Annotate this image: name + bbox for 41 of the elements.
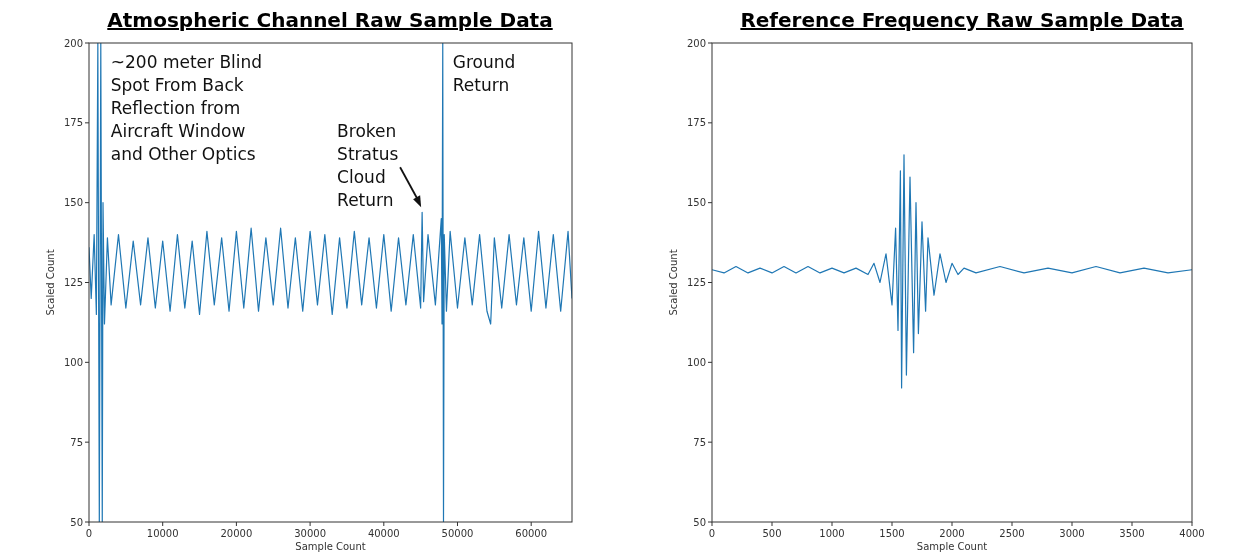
x-tick-label: 1500 (879, 528, 905, 539)
annotation: Broken Stratus Cloud Return (337, 121, 399, 211)
x-tick-label: 3000 (1059, 528, 1085, 539)
line-series (89, 43, 572, 522)
x-tick-label: 1000 (819, 528, 845, 539)
y-tick-label: 175 (63, 117, 83, 129)
y-axis-title: Scaled Count (668, 249, 679, 316)
y-tick-label: 200 (63, 37, 83, 49)
chart-title: Atmospheric Channel Raw Sample Data (107, 8, 553, 32)
y-axis-title: Scaled Count (45, 249, 56, 316)
y-tick-label: 50 (693, 516, 706, 528)
x-tick-label: 10000 (146, 528, 179, 539)
y-tick-label: 125 (63, 277, 83, 288)
x-tick-label: 60000 (515, 528, 548, 539)
x-tick-label: 40000 (367, 528, 400, 539)
y-tick-label: 150 (686, 197, 706, 209)
y-tick-label: 50 (70, 516, 83, 528)
y-tick-label: 100 (63, 356, 83, 368)
x-tick-label: 50000 (441, 528, 474, 539)
x-axis-title: Sample Count (916, 541, 988, 552)
y-tick-label: 75 (70, 436, 83, 448)
x-tick-label: 3500 (1119, 528, 1145, 539)
y-tick-label: 200 (686, 37, 706, 49)
line-series (712, 154, 1192, 389)
annotation: ~200 meter Blind Spot From Back Reflection from Aircraft Window and Other Optics (110, 52, 263, 164)
annotation: Ground Return (452, 52, 516, 95)
x-tick-label: 20000 (220, 528, 253, 539)
y-tick-label: 175 (686, 117, 706, 129)
y-tick-label: 75 (693, 436, 706, 448)
x-tick-label: 30000 (294, 528, 327, 539)
chart-title: Reference Frequency Raw Sample Data (740, 8, 1184, 32)
x-tick-label: 0 (708, 528, 716, 539)
y-tick-label: 100 (686, 356, 706, 368)
x-tick-label: 0 (85, 528, 93, 539)
y-tick-label: 125 (686, 277, 706, 288)
x-tick-label: 500 (762, 528, 782, 539)
x-tick-label: 2000 (939, 528, 965, 539)
x-tick-label: 2500 (999, 528, 1025, 539)
x-axis-title: Sample Count (295, 541, 366, 552)
x-tick-label: 4000 (1179, 528, 1205, 539)
y-tick-label: 150 (63, 197, 83, 209)
